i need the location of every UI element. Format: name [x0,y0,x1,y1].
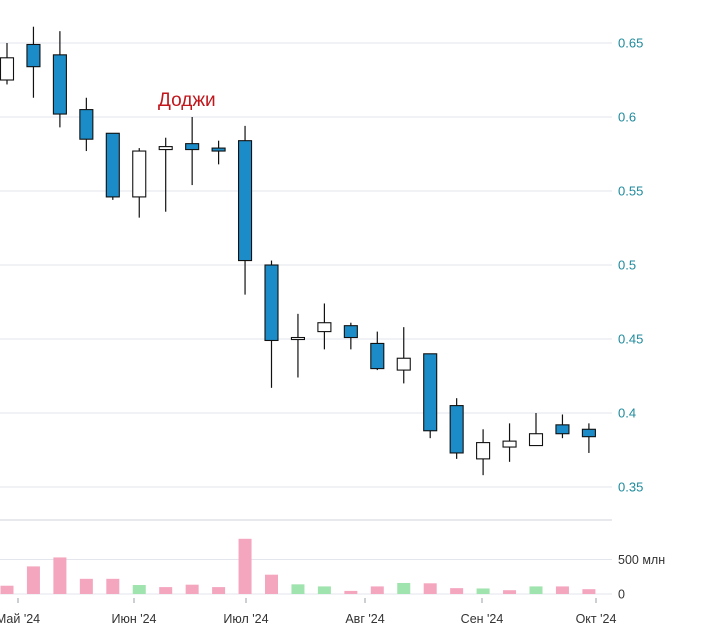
candle-body [0,57,15,81]
candle-body [132,150,147,198]
volume-bar [423,583,437,594]
candle-body [79,109,94,140]
candle [26,26,41,98]
volume-bar [555,586,569,594]
candle-body [105,132,120,198]
price-tick-label: 0.4 [618,406,636,421]
candle [317,303,332,350]
candle [343,322,358,350]
candle [555,414,570,439]
candle [449,398,464,459]
volume-bar [79,578,93,594]
candle-body [52,54,67,115]
candle-body [528,433,544,447]
candle [396,327,411,384]
candle-body [476,442,491,460]
candle [370,331,385,371]
price-tick-label: 0.35 [618,480,643,495]
time-tick-label: Май '24 [0,612,40,626]
volume-bar [450,588,464,594]
time-tick-label: Июл '24 [223,612,268,626]
time-tick-label: Окт '24 [576,612,617,626]
doji-annotation: Доджи [158,90,216,111]
candle-body [423,353,438,432]
candle-body [317,322,332,333]
volume-bars [0,538,596,594]
candle-body [290,336,306,341]
candle [423,353,438,439]
volume-bar [53,557,67,594]
price-axis: 0.35 0.4 0.45 0.5 0.55 0.6 0.65 [618,36,643,495]
volume-bar [370,586,384,594]
time-tick-label: Авг '24 [345,612,384,626]
volume-bar [344,590,358,594]
price-tick-label: 0.55 [618,184,643,199]
price-tick-label: 0.45 [618,332,643,347]
volume-bar [291,584,305,594]
candle [528,413,544,447]
candle [105,132,120,200]
volume-axis: 0 500 млн [0,553,665,602]
candle [581,423,596,453]
volume-bar [212,587,226,594]
price-tick-label: 0.65 [618,36,643,51]
volume-bar [132,585,146,594]
volume-bar [317,586,331,594]
volume-bar [185,584,199,594]
volume-tick-label: 0 [618,588,625,602]
candle [52,31,67,128]
candle-body [555,424,570,435]
candle [476,429,491,476]
volume-tick-label: 500 млн [618,553,665,567]
candle-body [396,357,411,371]
candle [0,43,15,85]
time-tick-label: Сен '24 [461,612,504,626]
volume-bar [503,590,517,594]
volume-bar [397,582,411,594]
candle-body [370,342,385,370]
candle [79,97,94,152]
volume-bar [582,589,596,594]
volume-bar [106,578,120,594]
volume-bar [529,586,543,594]
volume-bar [265,574,278,594]
candle-body [502,440,517,448]
volume-bar [476,588,490,594]
candle [502,423,517,462]
price-tick-label: 0.5 [618,258,636,273]
candles [0,26,596,476]
candle-body [449,405,464,454]
candle [238,125,253,295]
candle-body [185,143,200,151]
candle [264,260,279,388]
candle [132,148,147,218]
candle-body [26,43,41,68]
candle-body [211,147,226,152]
candle-body [581,428,596,438]
candle-body [264,264,279,342]
price-tick-label: 0.6 [618,110,636,125]
time-tick-label: Июн '24 [111,612,156,626]
candle-body [158,146,173,151]
candle [185,117,200,186]
volume-bar [26,566,40,594]
time-axis: Май '24 Июн '24 Июл '24 Авг '24 Сен '24 Окт '… [0,598,616,626]
volume-bar [159,587,173,594]
candle [290,313,306,378]
volume-bar [0,585,14,594]
grid-lines [0,42,612,521]
candle [211,140,226,165]
candle-body [343,325,358,339]
candle [158,137,173,212]
volume-bar [238,538,252,594]
candle-body [238,140,253,262]
